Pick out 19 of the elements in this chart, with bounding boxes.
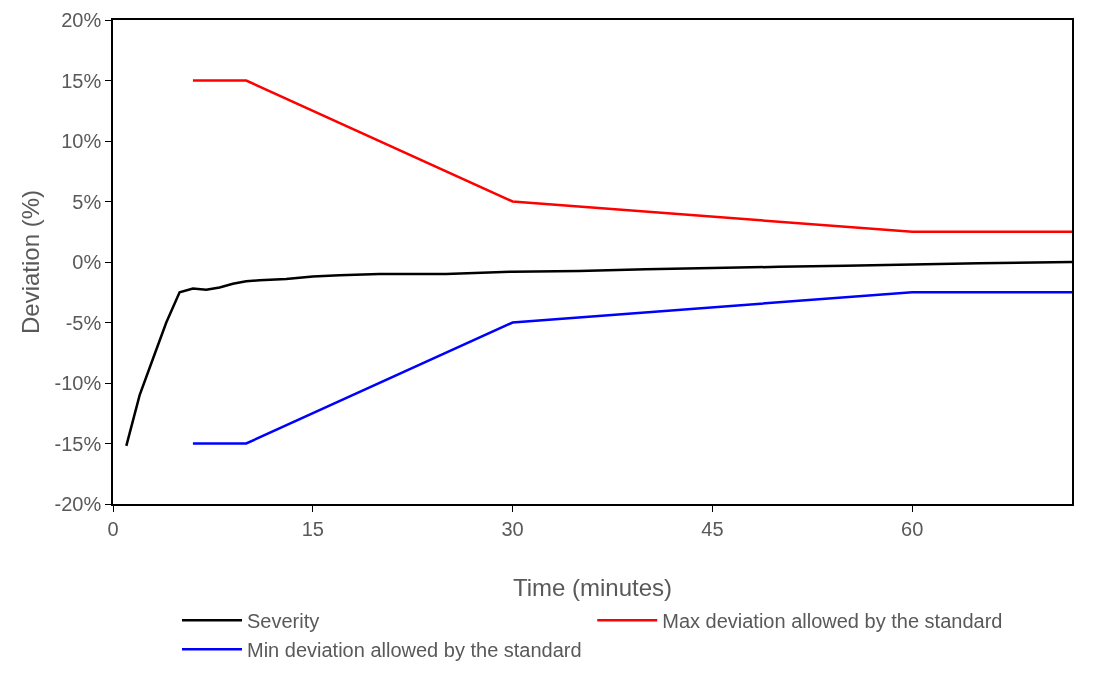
y-axis-title: Deviation (%) bbox=[17, 189, 45, 335]
y-tick-label: -10% bbox=[54, 372, 102, 394]
y-tick-label: 10% bbox=[61, 130, 102, 152]
y-tick-label: 5% bbox=[72, 190, 102, 213]
legend-label: Min deviation allowed by the standard bbox=[247, 639, 582, 662]
y-tick-label: 0% bbox=[72, 251, 102, 273]
legend-label: Severity bbox=[247, 610, 320, 633]
y-tick-label: 15% bbox=[61, 69, 102, 92]
y-tick-label: -20% bbox=[54, 493, 102, 515]
x-tick-label: 45 bbox=[701, 517, 724, 540]
y-tick-label: -5% bbox=[65, 311, 102, 334]
x-tick-label: 30 bbox=[501, 517, 524, 540]
x-tick-label: 15 bbox=[301, 517, 324, 540]
y-tick-label: -15% bbox=[54, 432, 102, 455]
legend-label: Max deviation allowed by the standard bbox=[662, 610, 1003, 633]
x-tick-label: 60 bbox=[901, 517, 924, 540]
x-tick-label: 0 bbox=[107, 517, 119, 540]
x-axis-title: Time (minutes) bbox=[512, 573, 673, 601]
y-tick-label: 20% bbox=[61, 9, 102, 31]
